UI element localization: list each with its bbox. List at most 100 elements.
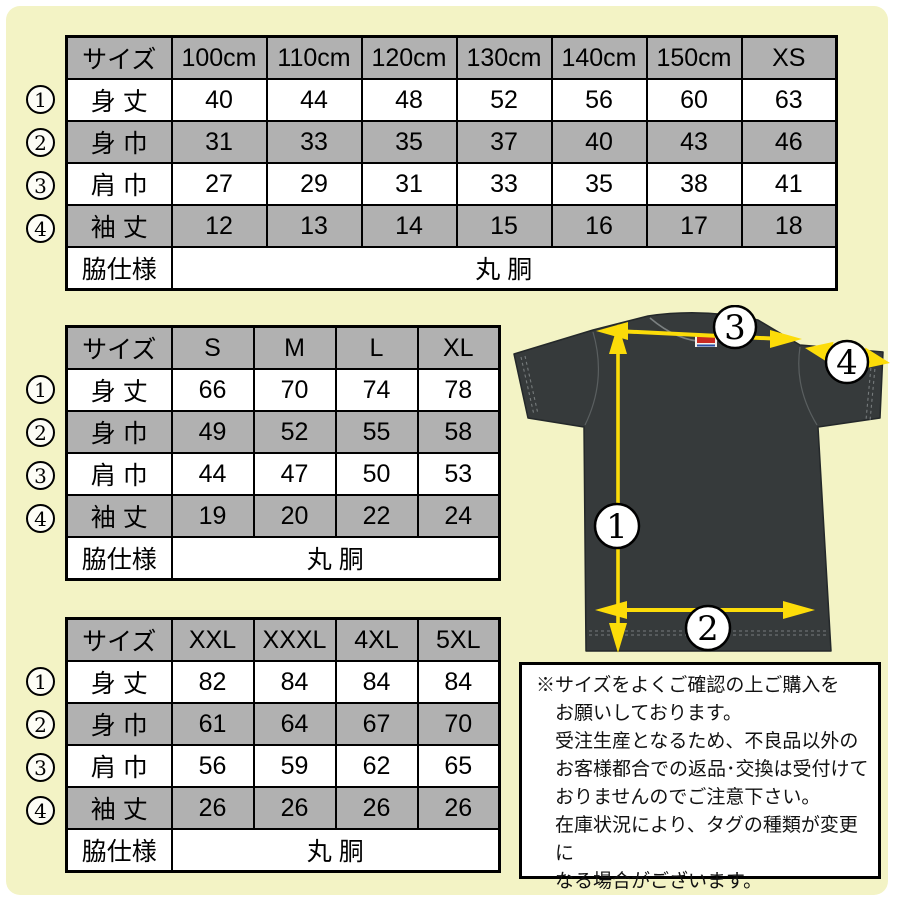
measure-value-cell: 43: [645, 120, 743, 164]
side-spec-label: 脇仕様: [65, 246, 173, 291]
measure-value-cell: 70: [252, 368, 337, 412]
measure-row: 肩 巾 56 59 62 65: [65, 744, 501, 788]
size-header-cell: サイズ: [65, 325, 173, 370]
measure-row: 身 丈 40 44 48 52 56 60 63: [65, 78, 838, 122]
measure-value-cell: 29: [265, 162, 363, 206]
measure-value-cell: 56: [170, 744, 255, 788]
measure-row-label: 身 巾: [65, 120, 173, 164]
size-column-header: L: [334, 325, 419, 370]
measure-value-cell: 22: [334, 494, 419, 538]
measure-row: 身 丈 82 84 84 84: [65, 660, 501, 704]
notice-text: ※サイズをよくご確認の上ご購入を お願いしております。 受注生産となるため、不良…: [536, 675, 869, 892]
measure-value-cell: 49: [170, 410, 255, 454]
measure-value-cell: 53: [416, 452, 501, 496]
measure-value-cell: 65: [416, 744, 501, 788]
size-column-header: 150cm: [645, 35, 743, 80]
side-spec-value: 丸 胴: [170, 246, 838, 291]
measure-value-cell: 17: [645, 204, 743, 248]
measure-value-cell: 84: [334, 660, 419, 704]
size-table-s-xl: サイズ S M L XL 身 丈 66 70 74 78 身 巾 49 52 55 58 肩 巾 44 47 50 5…: [65, 325, 501, 581]
measure-value-cell: 33: [265, 120, 363, 164]
side-spec-value: 丸 胴: [170, 536, 501, 581]
side-spec-label: 脇仕様: [65, 828, 173, 873]
measure-badge-3-label: 3: [724, 308, 746, 348]
measure-value-cell: 31: [360, 162, 458, 206]
measure-row-label: 袖 丈: [65, 786, 173, 830]
measure-value-cell: 37: [455, 120, 553, 164]
measure-value-cell: 63: [740, 78, 838, 122]
measure-value-cell: 78: [416, 368, 501, 412]
measure-value-cell: 82: [170, 660, 255, 704]
size-column-header: 120cm: [360, 35, 458, 80]
row-number-badge-3: 3: [26, 461, 55, 490]
measure-row: 袖 丈 12 13 14 15 16 17 18: [65, 204, 838, 248]
measure-value-cell: 64: [252, 702, 337, 746]
measure-row: 身 巾 31 33 35 37 40 43 46: [65, 120, 838, 164]
row-number-badge-1: 1: [26, 375, 55, 404]
measure-value-cell: 33: [455, 162, 553, 206]
measure-value-cell: 26: [170, 786, 255, 830]
measure-value-cell: 52: [455, 78, 553, 122]
measure-value-cell: 26: [416, 786, 501, 830]
measure-value-cell: 13: [265, 204, 363, 248]
measure-value-cell: 61: [170, 702, 255, 746]
measure-value-cell: 15: [455, 204, 553, 248]
size-table: サイズ 100cm 110cm 120cm 130cm 140cm 150cm XS 身 丈 40…: [65, 35, 838, 291]
measure-row-label: 身 丈: [65, 78, 173, 122]
size-header-cell: サイズ: [65, 35, 173, 80]
measure-badge-1: 1: [593, 502, 641, 550]
measure-row: 袖 丈 19 20 22 24: [65, 494, 501, 538]
side-spec-row: 脇仕様丸 胴: [65, 246, 838, 291]
measure-value-cell: 60: [645, 78, 743, 122]
measure-value-cell: 66: [170, 368, 255, 412]
measure-value-cell: 84: [416, 660, 501, 704]
row-number-badge-4: 4: [26, 796, 55, 825]
size-table-xxl-5xl: サイズ XXL XXXL 4XL 5XL 身 丈 82 84 84 84 身 巾 61 64 67 70 肩 …: [65, 617, 501, 873]
measure-value-cell: 12: [170, 204, 268, 248]
size-column-header: 4XL: [334, 617, 419, 662]
tshirt-diagram: 1 2 3 4: [513, 305, 890, 653]
measure-value-cell: 62: [334, 744, 419, 788]
measure-row: 身 丈 66 70 74 78: [65, 368, 501, 412]
size-column-header: XXL: [170, 617, 255, 662]
sleeve-hem-stitch-left: [520, 355, 539, 416]
measure-value-cell: 31: [170, 120, 268, 164]
size-column-header: XL: [416, 325, 501, 370]
sleeve-hem-stitch-right: [865, 355, 877, 422]
measure-value-cell: 26: [334, 786, 419, 830]
row-number-badge-2: 2: [26, 418, 55, 447]
side-spec-row: 脇仕様丸 胴: [65, 536, 501, 581]
measure-row-label: 身 巾: [65, 410, 173, 454]
measure-value-cell: 74: [334, 368, 419, 412]
body-length-arrow: [609, 324, 627, 653]
size-table: サイズ XXL XXXL 4XL 5XL 身 丈 82 84 84 84 身 巾 61 64 67 70 肩 …: [65, 617, 501, 873]
row-number-badge-3: 3: [26, 753, 55, 782]
size-column-header: M: [252, 325, 337, 370]
measure-value-cell: 70: [416, 702, 501, 746]
measure-row: 肩 巾 44 47 50 53: [65, 452, 501, 496]
measure-value-cell: 26: [252, 786, 337, 830]
armhole-seam-right: [798, 346, 818, 426]
measure-badge-2: 2: [684, 604, 732, 652]
measure-value-cell: 44: [265, 78, 363, 122]
measure-badge-1-label: 1: [606, 507, 628, 547]
measure-row-label: 袖 丈: [65, 204, 173, 248]
measure-value-cell: 38: [645, 162, 743, 206]
measure-badge-4-label: 4: [836, 343, 858, 383]
armhole-seam-left: [584, 331, 600, 426]
measure-value-cell: 47: [252, 452, 337, 496]
measure-value-cell: 18: [740, 204, 838, 248]
size-column-header: 5XL: [416, 617, 501, 662]
row-number-badge-4: 4: [26, 214, 55, 243]
row-number-badge-1: 1: [26, 85, 55, 114]
measure-row-label: 肩 巾: [65, 744, 173, 788]
measure-row-label: 肩 巾: [65, 162, 173, 206]
size-column-header: XS: [740, 35, 838, 80]
measure-value-cell: 14: [360, 204, 458, 248]
measure-value-cell: 58: [416, 410, 501, 454]
measure-value-cell: 24: [416, 494, 501, 538]
measure-row: 袖 丈 26 26 26 26: [65, 786, 501, 830]
measure-row-label: 身 丈: [65, 660, 173, 704]
measure-row: 身 巾 61 64 67 70: [65, 702, 501, 746]
side-spec-row: 脇仕様丸 胴: [65, 828, 501, 873]
